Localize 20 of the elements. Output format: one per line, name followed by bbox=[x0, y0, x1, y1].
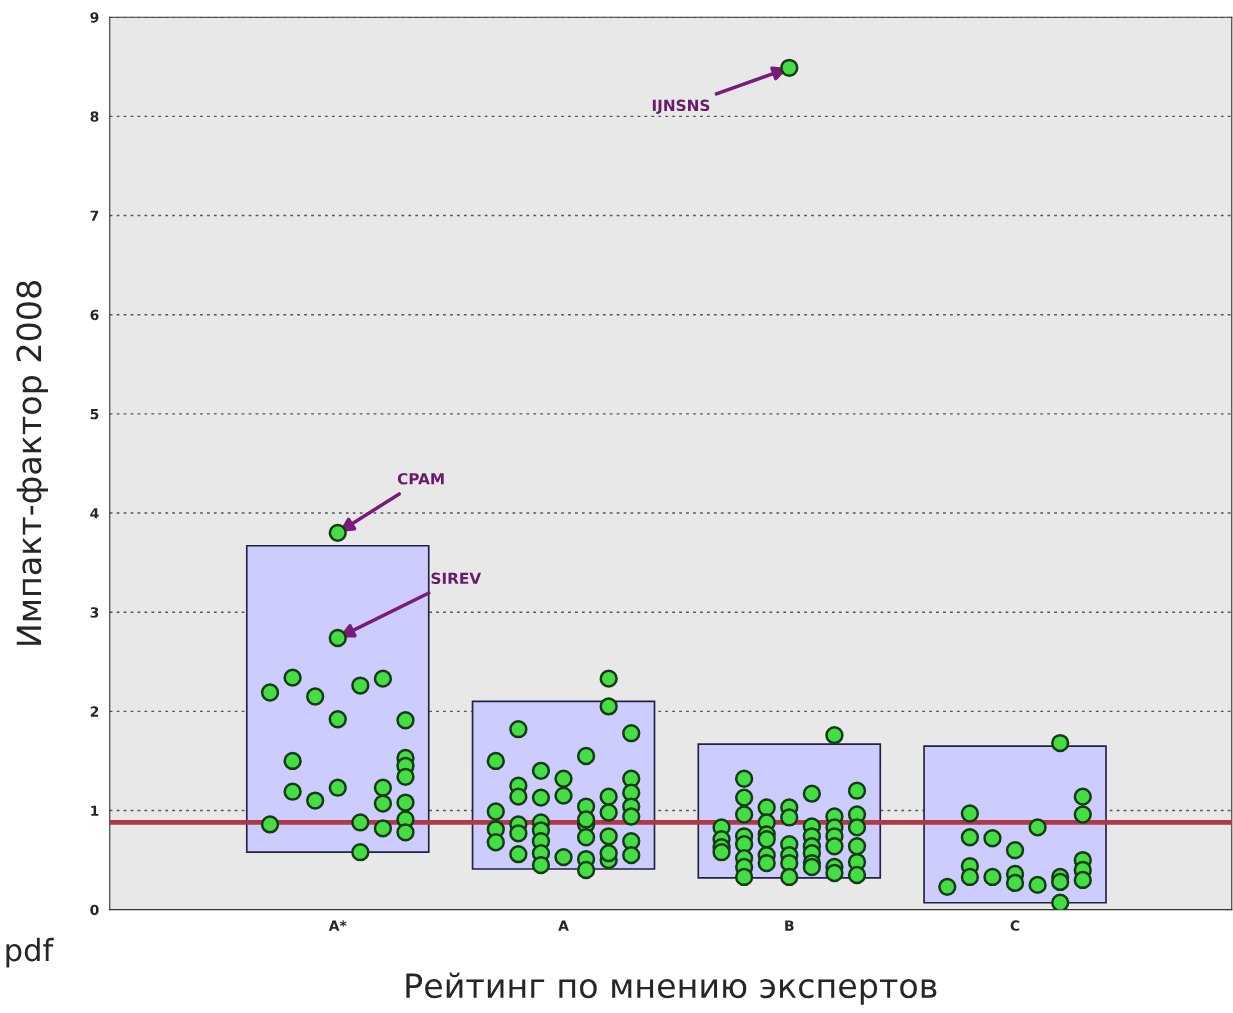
x-axis-title: Рейтинг по мнению экспертов bbox=[406, 972, 937, 1005]
y-axis-title: Импакт-фактор 2008 bbox=[16, 281, 48, 645]
text: pdf bbox=[6, 937, 54, 968]
y-tick-label: 8 bbox=[90, 111, 99, 122]
x-tick-label: C bbox=[1010, 920, 1020, 931]
x-tick-label: A bbox=[558, 920, 569, 931]
y-tick-label: 3 bbox=[90, 607, 99, 618]
annotation: IJNSNS bbox=[652, 99, 710, 114]
x-tick-label: B bbox=[785, 920, 794, 931]
y-tick-label: 6 bbox=[90, 309, 99, 321]
y-tick-label: 1 bbox=[91, 805, 99, 816]
y-tick-label: 5 bbox=[90, 409, 99, 420]
y-tick-label: 0 bbox=[90, 904, 99, 916]
y-tick-label: 4 bbox=[90, 508, 99, 519]
x-tick-label: A* bbox=[328, 920, 347, 931]
y-tick-label: 2 bbox=[90, 706, 99, 717]
y-tick-label: 9 bbox=[90, 12, 99, 23]
annotation: SIREV bbox=[431, 572, 482, 585]
annotation: CPAM bbox=[397, 472, 444, 485]
y-tick-label: 7 bbox=[90, 210, 99, 221]
